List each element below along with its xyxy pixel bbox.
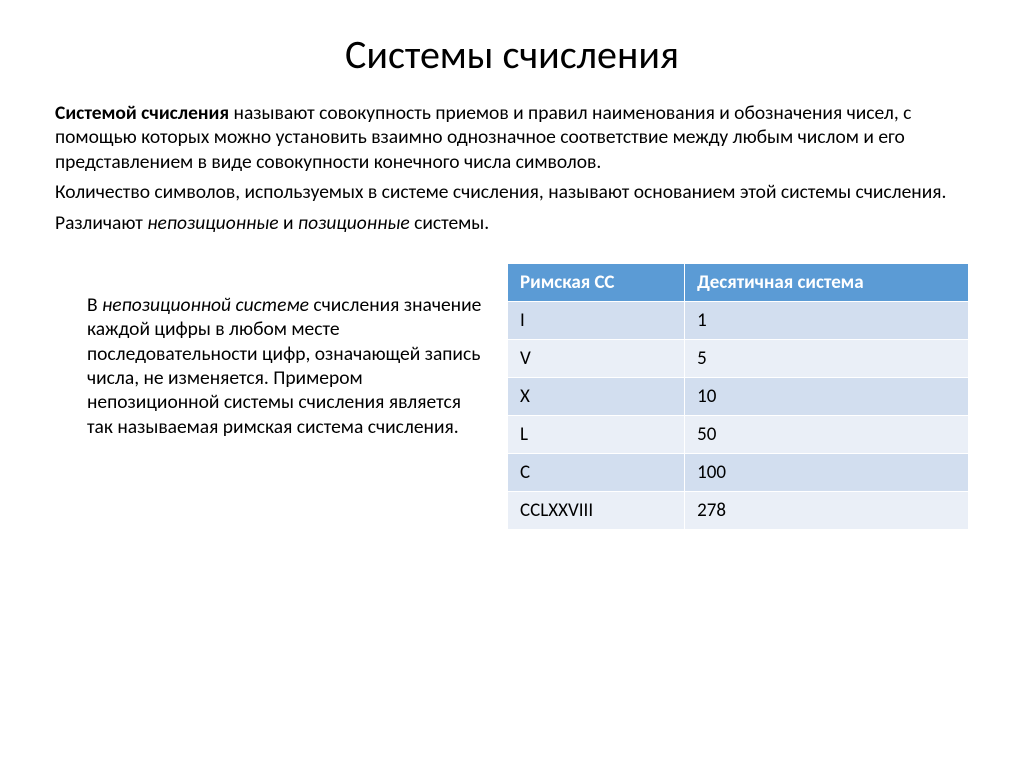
cell-decimal: 100 — [685, 453, 969, 491]
col-roman-header: Римская СС — [508, 263, 685, 301]
table-row: L50 — [508, 415, 969, 453]
paragraph-base: Количество символов, используемых в сист… — [55, 180, 969, 204]
cell-decimal: 5 — [685, 339, 969, 377]
col-decimal-header: Десятичная система — [685, 263, 969, 301]
table-row: I1 — [508, 301, 969, 339]
types-c: и — [279, 211, 298, 235]
np-a: В — [87, 293, 102, 317]
cell-roman: I — [508, 301, 685, 339]
term-system: Системой счисления — [55, 101, 229, 125]
cell-roman: C — [508, 453, 685, 491]
types-positional: позиционные — [298, 211, 410, 235]
roman-decimal-table: Римская СС Десятичная система I1 V5 X10 … — [507, 263, 969, 530]
nonpositional-description: В непозиционной системе счисления значен… — [55, 263, 485, 530]
cell-roman: V — [508, 339, 685, 377]
paragraph-types: Различают непозиционные и позиционные си… — [55, 211, 969, 235]
table-row: CCLXXVIII278 — [508, 491, 969, 529]
paragraph-nonpositional: В непозиционной системе счисления значен… — [87, 293, 485, 439]
table-row: X10 — [508, 377, 969, 415]
paragraph-definition: Системой счисления называют совокупность… — [55, 101, 969, 174]
types-nonpositional: непозиционные — [147, 211, 278, 235]
cell-roman: CCLXXVIII — [508, 491, 685, 529]
cell-roman: X — [508, 377, 685, 415]
types-e: системы. — [410, 211, 490, 235]
cell-decimal: 50 — [685, 415, 969, 453]
slide-title: Системы счисления — [55, 30, 969, 79]
cell-decimal: 1 — [685, 301, 969, 339]
cell-decimal: 10 — [685, 377, 969, 415]
table-row: V5 — [508, 339, 969, 377]
cell-roman: L — [508, 415, 685, 453]
lower-section: В непозиционной системе счисления значен… — [55, 263, 969, 530]
roman-table-container: Римская СС Десятичная система I1 V5 X10 … — [507, 263, 969, 530]
table-row: C100 — [508, 453, 969, 491]
cell-decimal: 278 — [685, 491, 969, 529]
types-a: Различают — [55, 211, 147, 235]
table-header-row: Римская СС Десятичная система — [508, 263, 969, 301]
np-term: непозиционной системе — [102, 293, 309, 317]
